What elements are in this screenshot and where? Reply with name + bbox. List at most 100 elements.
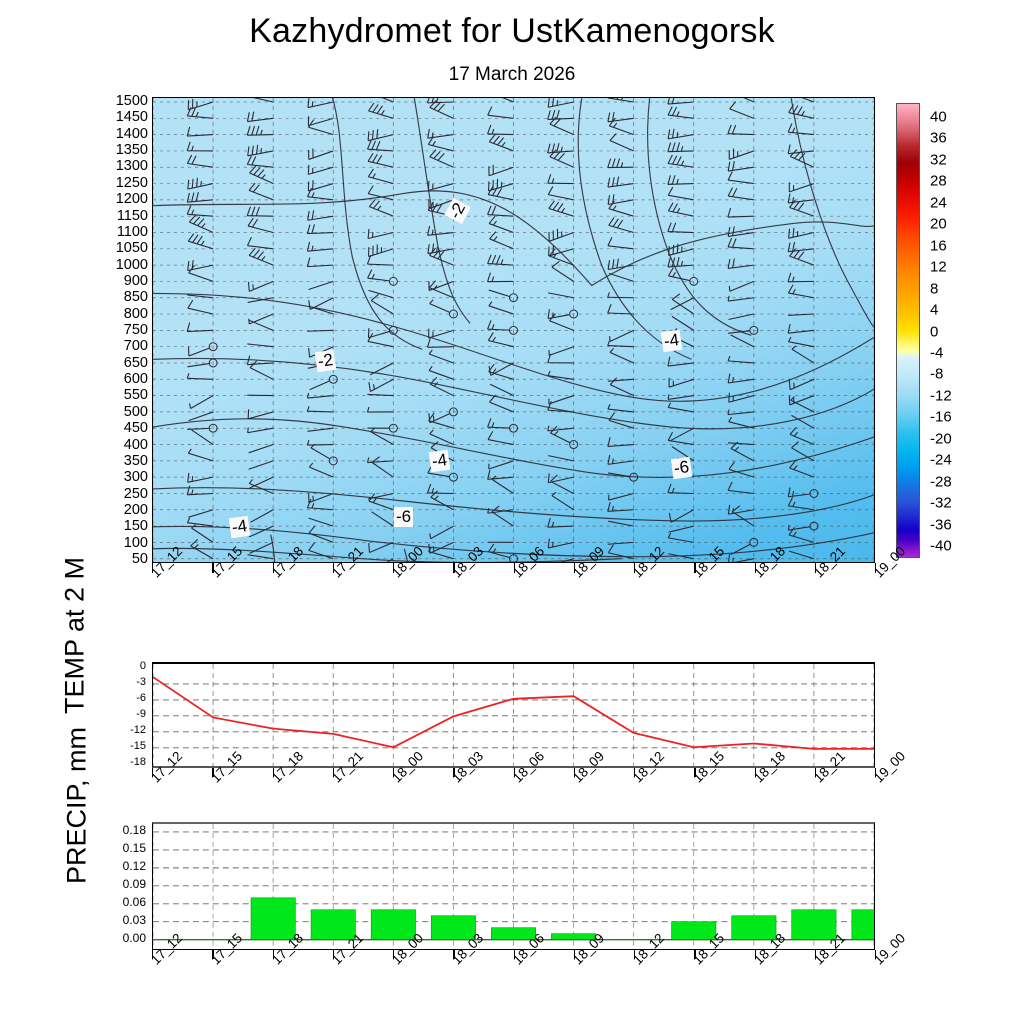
main-y-tick-label: 800 — [123, 305, 148, 322]
precip-y-tick-label: 0.18 — [122, 823, 146, 837]
main-y-tick-label: 650 — [123, 354, 148, 371]
precip-bar-series — [153, 824, 874, 949]
temp-y-tick-label: -6 — [136, 692, 146, 704]
main-x-axis-tick — [814, 563, 817, 573]
colorbar-tick-label: 4 — [930, 301, 939, 319]
page-subtitle: 17 March 2026 — [448, 64, 576, 85]
colorbar-tick-label: 40 — [930, 108, 947, 126]
temp-x-axis-tick — [694, 768, 696, 777]
main-x-axis-tick — [694, 563, 696, 573]
page-title: Kazhydromet for UstKamenogorsk — [249, 12, 775, 50]
main-y-tick-label: 300 — [123, 468, 148, 485]
main-y-tick-label: 600 — [123, 370, 148, 387]
main-y-tick-label: 450 — [123, 419, 148, 436]
colorbar-tick-label: -20 — [930, 430, 952, 448]
main-y-tick-label: 550 — [123, 387, 148, 404]
main-y-tick-label: 1150 — [116, 207, 148, 224]
main-x-axis-tick — [754, 563, 756, 573]
precip-x-axis-label: 19_00 — [871, 930, 909, 968]
temp-x-axis-tick — [272, 768, 274, 777]
main-x-axis-tick — [875, 563, 877, 573]
temp-y-tick-label: -15 — [130, 740, 146, 752]
main-y-tick-label: 750 — [123, 321, 148, 338]
colorbar-tick-label: 12 — [930, 258, 947, 276]
main-y-tick-label: 700 — [123, 338, 148, 355]
colorbar-tick-label: 32 — [930, 151, 947, 169]
precip-mm-plot[interactable] — [152, 822, 875, 950]
temp-y-tick-label: -9 — [136, 708, 146, 720]
main-y-tick-label: 1300 — [115, 158, 148, 175]
colorbar-tick-label: -24 — [930, 451, 952, 469]
precip-y-tick-label: 0.09 — [122, 877, 146, 891]
temp-y-tick-label: 0 — [139, 660, 146, 672]
contour-label: -6 — [394, 507, 414, 527]
main-y-tick-label: 900 — [123, 272, 148, 289]
precip-x-axis-tick — [513, 950, 515, 959]
main-y-tick-label: 100 — [123, 534, 148, 551]
main-y-tick-label: 1000 — [115, 256, 148, 273]
precip-x-axis-tick — [634, 950, 636, 959]
main-y-tick-label: 850 — [123, 289, 148, 306]
colorbar-tick-label: 0 — [930, 323, 939, 340]
main-y-tick-label: 1450 — [115, 109, 148, 126]
temp-x-axis-tick — [754, 768, 756, 777]
contour-label: -4 — [428, 449, 451, 473]
main-x-axis-tick — [272, 563, 274, 573]
temp-y-tick-label: -18 — [130, 756, 146, 768]
main-x-axis-tick — [212, 563, 214, 573]
vertical-cross-section-plot[interactable]: -2 -2 -4 -4 -4 -6 -6 — [152, 97, 875, 563]
main-x-axis-label: 19_00 — [871, 543, 909, 581]
main-x-axis-tick — [393, 563, 395, 573]
main-y-tick-label: 1500 — [115, 92, 148, 109]
main-y-tick-label: 1400 — [115, 125, 148, 142]
main-y-tick-label: 150 — [123, 518, 148, 535]
colorbar-tick-label: -12 — [930, 387, 952, 405]
temp-y-axis: 0 -3 -6 -9 -12 -15 -18 — [96, 660, 148, 768]
temp-line-series — [153, 664, 874, 766]
main-x-axis-tick — [152, 563, 154, 573]
contour-label: -4 — [228, 515, 251, 539]
temp-x-axis-tick — [453, 768, 455, 777]
colorbar-tick-label: 20 — [930, 215, 947, 233]
main-y-tick-label: 350 — [123, 452, 148, 469]
temp-x-axis-tick — [332, 768, 335, 777]
temp-y-tick-label: -3 — [136, 676, 146, 688]
temp-x-axis-tick — [634, 768, 636, 777]
precip-x-axis-tick — [152, 950, 154, 959]
precip-x-axis-tick — [573, 950, 576, 959]
colorbar-tick-label: -4 — [930, 344, 944, 362]
main-y-tick-label: 500 — [123, 403, 148, 420]
precip-x-axis-tick — [212, 950, 214, 959]
temp-x-axis-tick — [212, 768, 214, 777]
precip-x-axis-tick — [272, 950, 274, 959]
colorbar — [896, 103, 920, 558]
precip-x-axis-tick — [814, 950, 817, 959]
main-y-tick-label: 1200 — [115, 190, 148, 207]
temp-x-axis-tick — [393, 768, 395, 777]
temp-x-axis-tick — [152, 768, 154, 777]
precip-y-tick-label: 0.12 — [122, 859, 146, 873]
precip-x-axis-tick — [754, 950, 756, 959]
colorbar-tick-label: -28 — [930, 473, 952, 491]
temp-y-tick-label: -12 — [130, 724, 146, 736]
colorbar-tick-label: -40 — [930, 537, 952, 555]
precip-y-axis: 0.18 0.15 0.12 0.09 0.06 0.03 0.00 — [88, 822, 148, 950]
main-y-tick-label: 1350 — [115, 141, 148, 158]
contour-and-wind-layer — [153, 98, 874, 562]
precip-x-axis-tick — [694, 950, 696, 959]
precip-x-axis-tick — [453, 950, 455, 959]
precip-y-tick-label: 0.06 — [122, 895, 146, 909]
temp-x-axis-label: 19_00 — [871, 748, 909, 786]
colorbar-tick-label: 8 — [930, 280, 939, 298]
temp-x-axis-tick — [814, 768, 817, 777]
temp-at-2m-plot[interactable] — [152, 662, 875, 768]
precip-x-axis-tick — [393, 950, 395, 959]
precip-y-tick-label: 0.15 — [122, 841, 146, 855]
contour-label: -6 — [670, 456, 693, 480]
main-x-axis-tick — [634, 563, 636, 573]
precip-y-tick-label: 0.03 — [122, 913, 146, 927]
temp-x-axis-tick — [573, 768, 576, 777]
colorbar-tick-label: 36 — [930, 129, 947, 147]
main-y-tick-label: 200 — [123, 501, 148, 518]
colorbar-tick-label: -36 — [930, 516, 952, 534]
